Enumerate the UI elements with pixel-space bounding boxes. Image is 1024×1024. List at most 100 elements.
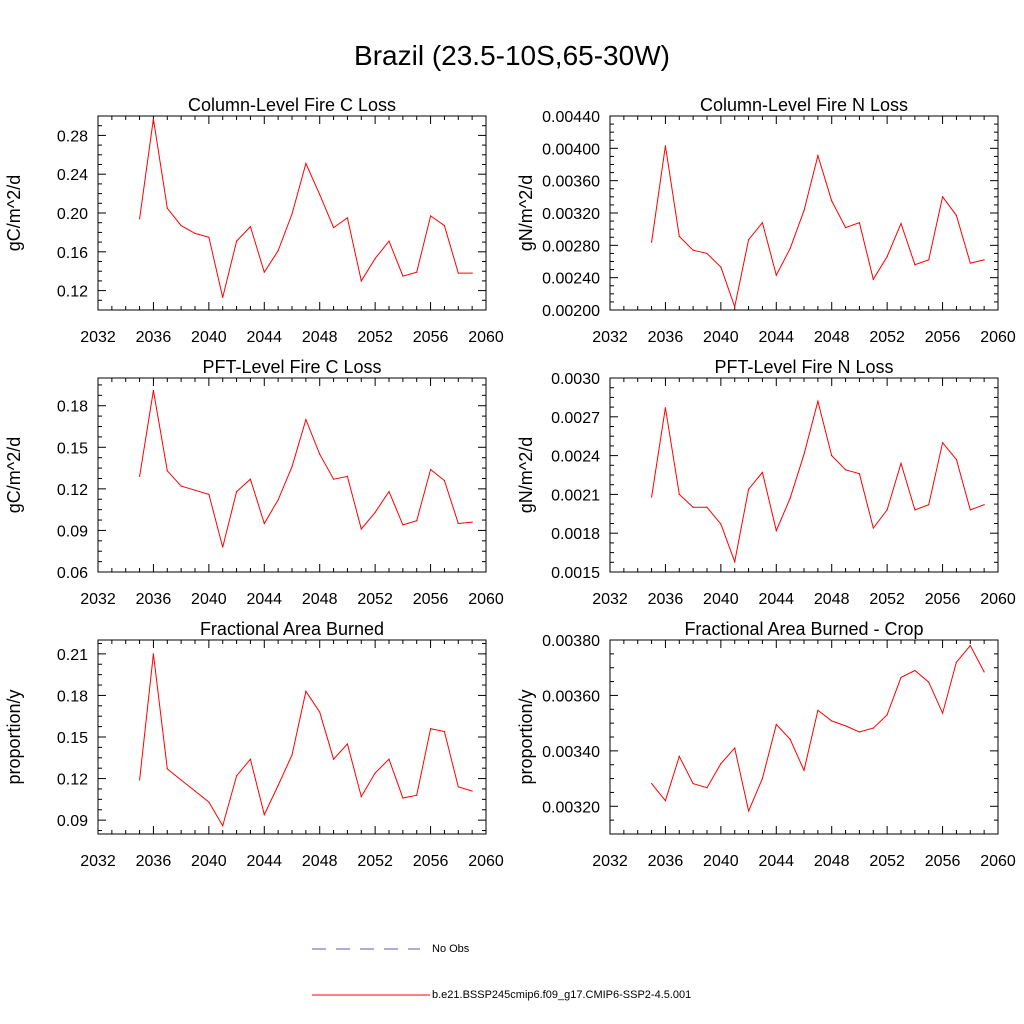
data-point [844,469,847,471]
data-point [734,561,736,563]
x-tick-label: 2048 [302,853,338,870]
y-tick-label: 0.15 [57,730,88,747]
y-tick-label: 0.24 [57,167,88,184]
data-point [429,215,432,217]
data-point [222,296,224,298]
data-point [208,493,210,495]
data-point [332,226,335,229]
data-point [471,272,473,274]
x-tick-label: 2040 [703,591,739,608]
data-point [664,800,667,802]
x-tick-label: 2040 [191,591,227,608]
data-point [194,232,196,234]
y-tick-label: 0.0024 [551,449,600,466]
data-point [471,521,473,523]
data-point [858,473,861,475]
data-point [374,511,376,514]
panel-title: Column-Level Fire C Loss [188,95,396,115]
series-line [139,390,473,548]
x-tick-label: 2036 [136,853,172,870]
data-point [941,712,944,714]
data-point [166,207,168,209]
data-point [803,769,805,771]
data-point [388,240,390,242]
x-tick-label: 2036 [136,591,172,608]
data-point [969,509,971,511]
x-tick-label: 2048 [814,591,850,608]
data-point [263,522,265,525]
x-tick-label: 2032 [80,329,116,346]
data-point [208,801,210,803]
data-point [900,676,902,679]
y-tick-label: 0.0030 [551,371,600,388]
data-point [319,711,321,713]
data-point [720,266,722,268]
data-point [914,264,916,266]
y-tick-label: 0.06 [57,565,88,582]
panel-title: PFT-Level Fire C Loss [202,357,381,377]
y-axis-label: gN/m^2/d [516,175,536,251]
data-point [928,681,930,683]
data-point [706,787,708,789]
data-point [332,478,335,480]
data-point [886,714,888,716]
panel-title: PFT-Level Fire N Loss [714,357,893,377]
data-point [775,723,777,726]
y-axis-label: gN/m^2/d [516,437,536,513]
data-point [720,763,722,765]
data-point [969,644,971,647]
x-tick-label: 2060 [468,329,504,346]
data-point [983,504,985,506]
y-tick-label: 0.21 [57,647,88,664]
data-point [416,794,418,796]
data-point [872,527,874,529]
y-tick-label: 0.18 [57,688,88,705]
series-line [139,118,473,298]
y-tick-label: 0.00440 [542,109,600,126]
data-point [734,747,736,749]
data-point [319,453,321,455]
data-point [747,239,750,241]
data-point [457,272,459,274]
data-point [180,779,182,781]
data-point [858,731,861,733]
x-tick-label: 2036 [648,591,684,608]
data-point [277,499,279,501]
data-point [277,250,279,252]
y-tick-label: 0.00320 [542,799,600,816]
data-point [166,768,168,770]
x-tick-label: 2032 [592,591,628,608]
data-point [235,240,238,242]
data-point [692,249,694,251]
legend-model-line [312,994,430,996]
data-point [360,280,362,282]
y-axis-label: gC/m^2/d [4,437,24,513]
data-point [803,453,805,455]
y-tick-label: 0.12 [57,482,88,499]
x-tick-label: 2048 [814,329,850,346]
y-tick-label: 0.20 [57,206,88,223]
data-point [235,775,238,777]
data-point [761,222,764,224]
chart-panel-2: 2032 2036 2040 2044 2048 2052 2056 2060 0.00200 0… [516,95,1016,346]
data-point [928,259,930,261]
data-point [346,743,349,745]
plot-frame [609,639,999,835]
data-point [208,236,210,238]
y-tick-label: 0.0018 [551,526,600,543]
y-tick-label: 0.09 [57,813,88,830]
y-tick-label: 0.18 [57,399,88,416]
data-point [374,772,376,774]
panel-title: Fractional Area Burned [200,619,384,639]
data-point [789,738,791,740]
x-tick-label: 2060 [980,853,1016,870]
x-tick-label: 2044 [758,329,794,346]
legend-obs-label: No Obs [432,943,470,955]
series-line [651,399,985,564]
data-point [692,782,694,785]
data-point [955,458,958,461]
y-axis-label: proportion/y [4,689,24,784]
data-point [429,728,432,730]
data-point [249,758,252,760]
x-tick-label: 2040 [703,329,739,346]
